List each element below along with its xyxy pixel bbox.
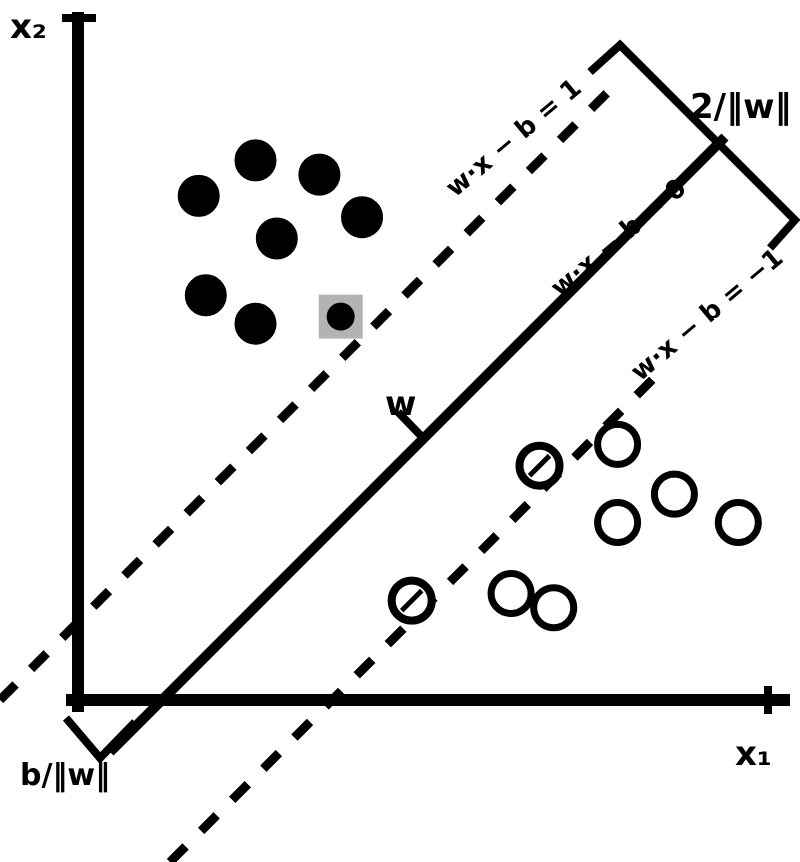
normal-vector-arrow xyxy=(395,409,428,443)
lower-margin-equation: w·x − b = −1 xyxy=(625,243,789,387)
lower-margin-line xyxy=(166,368,664,862)
negative-point xyxy=(530,584,578,632)
negative-point xyxy=(594,499,642,546)
positive-point xyxy=(298,153,341,196)
margin-bracket xyxy=(587,39,800,251)
support-vector-mark xyxy=(399,588,424,613)
offset-label: b/‖w‖ xyxy=(20,758,110,793)
hyperplane-equation: w·x − b = 0 xyxy=(545,173,692,303)
support-vector-mark xyxy=(527,453,552,478)
negative-point xyxy=(650,470,698,518)
positive-point xyxy=(177,174,220,217)
x-axis-label: x₁ xyxy=(735,734,772,774)
normal-vector-label: w xyxy=(385,384,416,424)
y-axis-label: x₂ xyxy=(10,7,47,47)
positive-point xyxy=(184,274,227,317)
negative-point xyxy=(487,570,535,617)
positive-point xyxy=(234,302,277,345)
positive-point xyxy=(255,217,298,260)
axes xyxy=(62,12,790,714)
offset-bracket xyxy=(62,715,138,764)
separating-lines xyxy=(0,76,729,862)
data-points xyxy=(177,139,762,632)
positive-point xyxy=(234,139,277,182)
upper-margin-line xyxy=(0,76,624,704)
hyperplane-line xyxy=(106,133,729,756)
negative-point xyxy=(594,420,642,468)
positive-point xyxy=(341,196,383,239)
positive-support-vector xyxy=(326,302,355,331)
negative-point xyxy=(714,499,762,546)
margin-brackets xyxy=(62,39,800,764)
margin-width-label: 2/‖w‖ xyxy=(690,87,792,127)
